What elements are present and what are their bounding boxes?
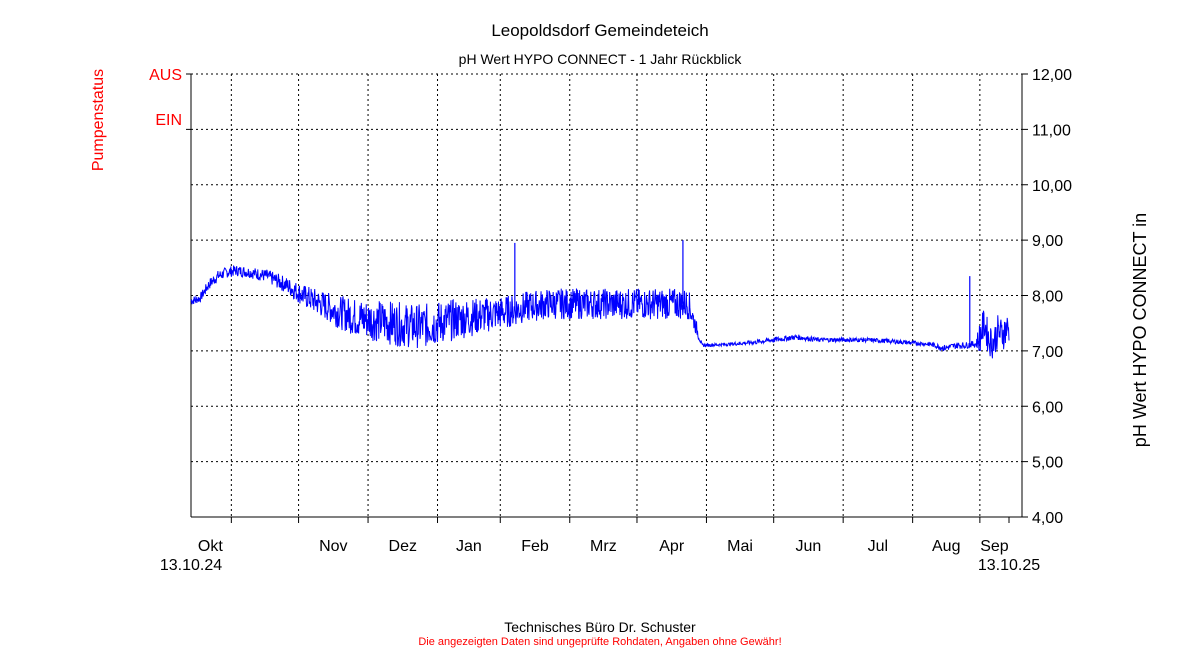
y-tick-label: 8,00 bbox=[1032, 289, 1063, 306]
x-tick-label: Dez bbox=[389, 538, 417, 555]
x-tick-label: Sep bbox=[980, 538, 1009, 555]
y-tick-label: 6,00 bbox=[1032, 399, 1063, 416]
x-tick-label: Mrz bbox=[590, 538, 617, 555]
y-tick-label: 5,00 bbox=[1032, 455, 1063, 472]
x-tick-label: Mai bbox=[727, 538, 753, 555]
x-start-label: 13.10.24 bbox=[160, 557, 222, 574]
y-tick-labels: 4,00 5,00 6,00 7,00 8,00 9,00 10,00 11,00 12,00 bbox=[1032, 67, 1072, 527]
y-tick-label: 12,00 bbox=[1032, 67, 1072, 84]
footer-disclaimer: Die angezeigten Daten sind ungeprüfte Ro… bbox=[418, 636, 781, 648]
x-tick-label: Jan bbox=[456, 538, 482, 555]
series bbox=[190, 240, 1010, 359]
pump-state-ein: EIN bbox=[155, 112, 182, 129]
y-tick-label: 9,00 bbox=[1032, 233, 1063, 250]
chart-title: Leopoldsdorf Gemeindeteich bbox=[491, 21, 708, 40]
y-tick-label: 11,00 bbox=[1032, 122, 1071, 139]
chart-subtitle: pH Wert HYPO CONNECT - 1 Jahr Rückblick bbox=[459, 51, 743, 67]
x-tick-label: Okt bbox=[198, 538, 223, 555]
x-tick-label: Jun bbox=[796, 538, 822, 555]
pump-state-aus: AUS bbox=[149, 67, 182, 84]
x-tick-label: Feb bbox=[521, 538, 549, 555]
y-tick-label: 4,00 bbox=[1032, 510, 1063, 527]
pump-status-axis-title: Pumpenstatus bbox=[90, 69, 107, 171]
x-end-label: 13.10.25 bbox=[978, 557, 1040, 574]
x-tick-label: Nov bbox=[319, 538, 347, 555]
x-tick-labels: Okt Nov Dez Jan Feb Mrz Apr Mai Jun Jul Aug Sep bbox=[198, 538, 1009, 555]
footer-company: Technisches Büro Dr. Schuster bbox=[504, 619, 696, 635]
y-tick-label: 10,00 bbox=[1032, 178, 1072, 195]
series-line-ph bbox=[190, 265, 1010, 359]
y-tick-label: 7,00 bbox=[1032, 344, 1063, 361]
axes bbox=[186, 73, 1028, 523]
x-tick-label: Jul bbox=[868, 538, 888, 555]
ph-axis-title: pH Wert HYPO CONNECT in bbox=[1130, 213, 1150, 447]
x-tick-label: Aug bbox=[932, 538, 960, 555]
x-tick-label: Apr bbox=[659, 538, 685, 555]
